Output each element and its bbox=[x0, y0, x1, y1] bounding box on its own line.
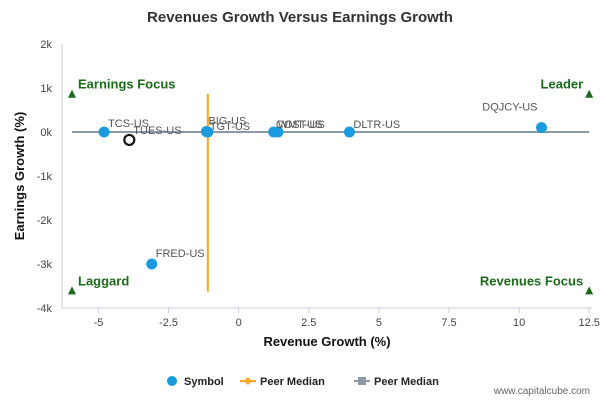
quadrant-label-laggard: Laggard bbox=[78, 273, 129, 288]
data-point bbox=[98, 126, 110, 138]
x-tick-label: 2.5 bbox=[301, 317, 316, 329]
x-tick-label: 10 bbox=[513, 317, 525, 329]
x-tick-label: 12.5 bbox=[578, 317, 599, 329]
data-point-label: DQJCY-US bbox=[482, 102, 537, 114]
y-tick-label: 0k bbox=[40, 127, 52, 139]
legend-label: Peer Median bbox=[260, 376, 325, 388]
legend-label: Peer Median bbox=[374, 376, 439, 388]
y-tick-label: -1k bbox=[37, 171, 53, 183]
data-point-subject bbox=[123, 133, 136, 147]
data-point bbox=[202, 126, 214, 138]
y-tick-label: -4k bbox=[37, 303, 53, 315]
y-tick-label: 2k bbox=[40, 39, 52, 51]
x-axis-title: Revenue Growth (%) bbox=[263, 334, 390, 349]
quadrant-label-earnings-focus: Earnings Focus bbox=[78, 77, 176, 92]
quadrant-label-leader: Leader bbox=[541, 77, 584, 92]
data-point bbox=[146, 258, 158, 270]
plot-area: -5 -2.5 0 2.5 5 7.5 10 12.5 2k 1k 0k -1k -2k -3k -4k Ea… bbox=[37, 39, 600, 329]
legend-symbol-marker bbox=[167, 376, 177, 386]
y-tick-label: -3k bbox=[37, 259, 53, 271]
data-point bbox=[272, 126, 284, 138]
x-tick-label: -5 bbox=[94, 317, 104, 329]
legend-peer-median-square bbox=[358, 377, 366, 385]
data-point-label: BIG-US bbox=[208, 116, 246, 128]
data-point-label: TGT-US bbox=[210, 121, 250, 133]
y-axis-title: Earnings Growth (%) bbox=[12, 112, 27, 241]
data-point-label: WMT-US bbox=[278, 119, 323, 131]
legend-label: Symbol bbox=[184, 376, 224, 388]
legend: Symbol Peer Median Peer Median bbox=[167, 376, 439, 388]
y-tick-label: 1k bbox=[40, 83, 52, 95]
chart-title: Revenues Growth Versus Earnings Growth bbox=[147, 9, 453, 26]
y-tick-label: -2k bbox=[37, 215, 53, 227]
credit-text: www.capitalcube.com bbox=[493, 386, 590, 397]
data-point bbox=[536, 122, 548, 134]
quadrant-marker bbox=[68, 286, 76, 295]
data-point-label: FRED-US bbox=[156, 248, 205, 260]
data-point-label: DLTR-US bbox=[353, 119, 400, 131]
x-tick-label: 7.5 bbox=[441, 317, 456, 329]
legend-peer-median-diamond bbox=[244, 377, 252, 385]
x-tick-label: 5 bbox=[376, 317, 382, 329]
quadrant-marker bbox=[585, 89, 594, 98]
quadrant-marker bbox=[585, 286, 594, 295]
x-tick-label: 0 bbox=[236, 317, 242, 329]
data-point-label: COST-US bbox=[276, 119, 325, 131]
data-point bbox=[343, 126, 355, 138]
quadrant-marker bbox=[68, 89, 76, 98]
data-point-label: TCS-US bbox=[108, 118, 149, 130]
x-tick-label: -2.5 bbox=[159, 317, 178, 329]
quadrant-label-revenues-focus: Revenues Focus bbox=[480, 273, 583, 288]
data-point-label: TUES-US bbox=[133, 125, 181, 137]
